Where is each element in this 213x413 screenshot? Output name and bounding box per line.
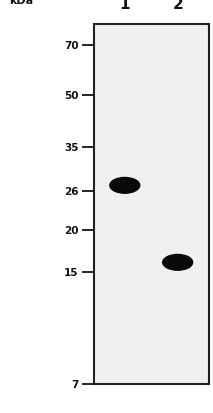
Ellipse shape	[110, 178, 140, 194]
Text: 20: 20	[64, 225, 79, 235]
Ellipse shape	[163, 255, 193, 271]
Text: 35: 35	[64, 143, 79, 153]
Text: 70: 70	[64, 41, 79, 51]
Text: kDa: kDa	[9, 0, 33, 6]
Text: 7: 7	[71, 379, 79, 389]
Bar	[94, 25, 209, 384]
Text: 50: 50	[64, 90, 79, 100]
Text: 1: 1	[119, 0, 130, 12]
Text: 15: 15	[64, 267, 79, 277]
Text: 26: 26	[64, 186, 79, 197]
Text: 2: 2	[172, 0, 183, 12]
